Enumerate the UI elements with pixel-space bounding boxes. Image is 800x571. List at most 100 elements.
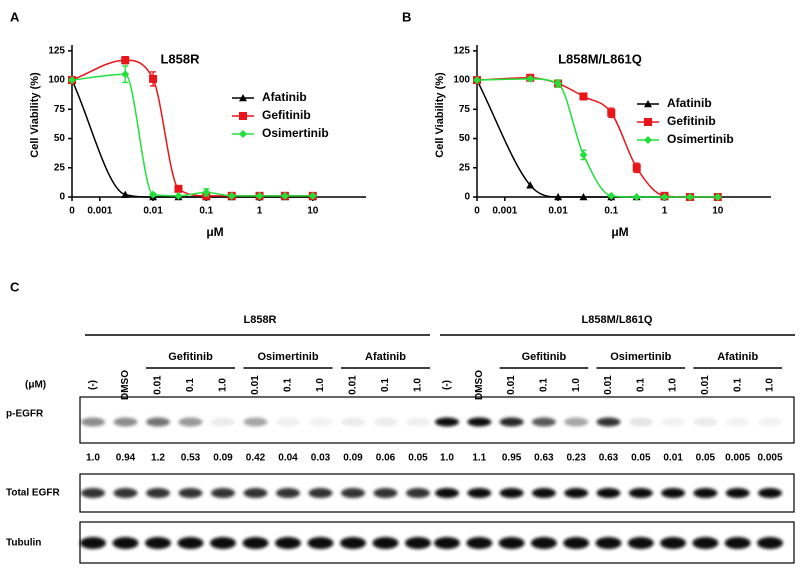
quant-label: 0.05: [408, 453, 428, 464]
quant-label: 0.05: [631, 453, 651, 464]
row-label: Total EGFR: [6, 488, 60, 499]
band: [308, 417, 333, 427]
band: [758, 488, 782, 498]
band: [531, 488, 556, 498]
y-tick-label: 25: [459, 162, 471, 173]
quant-label: 0.05: [696, 453, 716, 464]
band: [112, 537, 139, 549]
legend-marker: [644, 118, 652, 126]
legend-label: Afatinib: [667, 96, 712, 110]
lane-label: 0.01: [700, 375, 711, 395]
unit-label: (μM): [25, 380, 46, 391]
band: [499, 417, 524, 427]
band: [627, 537, 654, 549]
x-tick-label: 1: [257, 206, 263, 217]
lane-label: 0.1: [635, 378, 646, 392]
band: [276, 488, 300, 498]
chart-title: L858M/L861Q: [558, 51, 642, 66]
quant-label: 0.23: [566, 453, 586, 464]
band: [276, 417, 300, 427]
marker: [280, 191, 289, 200]
marker: [685, 193, 694, 201]
band: [341, 417, 365, 427]
band: [211, 488, 235, 498]
band: [113, 417, 138, 427]
lane-label: 1.0: [413, 378, 424, 392]
quant-label: 1.1: [472, 453, 486, 464]
marker: [554, 79, 563, 88]
y-tick-label: 25: [54, 162, 66, 173]
band: [467, 417, 492, 427]
band: [81, 417, 105, 427]
band: [596, 417, 621, 427]
lane-label: 0.01: [348, 375, 359, 395]
marker: [473, 76, 481, 85]
band: [724, 537, 751, 549]
y-tick-label: 100: [453, 75, 470, 86]
band: [693, 417, 718, 427]
band: [564, 417, 589, 427]
band: [725, 488, 750, 498]
lane-label: 0.01: [250, 375, 261, 395]
quant-label: 0.04: [278, 453, 298, 464]
quant-label: 1.0: [440, 453, 454, 464]
band: [596, 488, 621, 498]
x-tick-label: 0.001: [87, 206, 112, 217]
drug-label: Afatinib: [365, 351, 406, 363]
chart-title: L858R: [160, 51, 200, 66]
marker: [579, 193, 588, 201]
legend-marker: [239, 112, 247, 120]
group-label: L858R: [243, 314, 276, 326]
x-tick-label: 0.1: [604, 206, 618, 217]
legend-label: Osimertinib: [262, 126, 329, 140]
marker: [632, 163, 641, 172]
band: [467, 488, 492, 498]
quant-label: 0.01: [663, 453, 683, 464]
x-tick-label: 0.001: [492, 206, 517, 217]
band: [146, 417, 170, 427]
lane-label: 0.1: [283, 378, 294, 392]
quant-label: 1.2: [151, 453, 165, 464]
quant-label: 0.005: [757, 453, 782, 464]
band: [275, 537, 301, 549]
legend-label: Osimertinib: [667, 132, 734, 146]
quant-label: 0.95: [502, 453, 522, 464]
marker: [121, 56, 130, 65]
band: [406, 488, 430, 498]
lane-label: 1.0: [668, 378, 679, 392]
band: [211, 417, 235, 427]
y-axis-label: Cell Viability (%): [29, 72, 41, 158]
band: [242, 537, 269, 549]
band: [758, 417, 782, 427]
x-tick-label: 1: [662, 206, 668, 217]
band: [660, 537, 687, 549]
marker: [308, 191, 317, 200]
lane-label: (-): [88, 380, 99, 390]
marker: [255, 191, 264, 200]
marker: [579, 92, 588, 101]
x-axis-label: μM: [206, 225, 223, 239]
band: [435, 417, 459, 427]
marker: [660, 193, 669, 201]
marker: [607, 108, 616, 117]
panel-label: A: [10, 9, 20, 24]
band: [243, 417, 268, 427]
quant-label: 0.63: [599, 453, 619, 464]
marker: [121, 190, 130, 198]
legend-marker: [239, 94, 247, 102]
quant-label: 0.03: [311, 453, 331, 464]
band: [530, 537, 557, 549]
drug-label: Osimertinib: [610, 351, 671, 363]
band: [372, 537, 399, 549]
lane-label: 0.01: [603, 375, 614, 395]
y-axis-label: Cell Viability (%): [434, 72, 446, 158]
y-tick-label: 125: [453, 45, 470, 56]
marker: [554, 193, 563, 201]
quant-label: 0.94: [116, 453, 136, 464]
band: [177, 537, 204, 549]
marker: [174, 191, 183, 200]
band: [692, 537, 719, 549]
band: [661, 417, 686, 427]
lane-label: 0.01: [153, 375, 164, 395]
drug-label: Afatinib: [717, 351, 758, 363]
